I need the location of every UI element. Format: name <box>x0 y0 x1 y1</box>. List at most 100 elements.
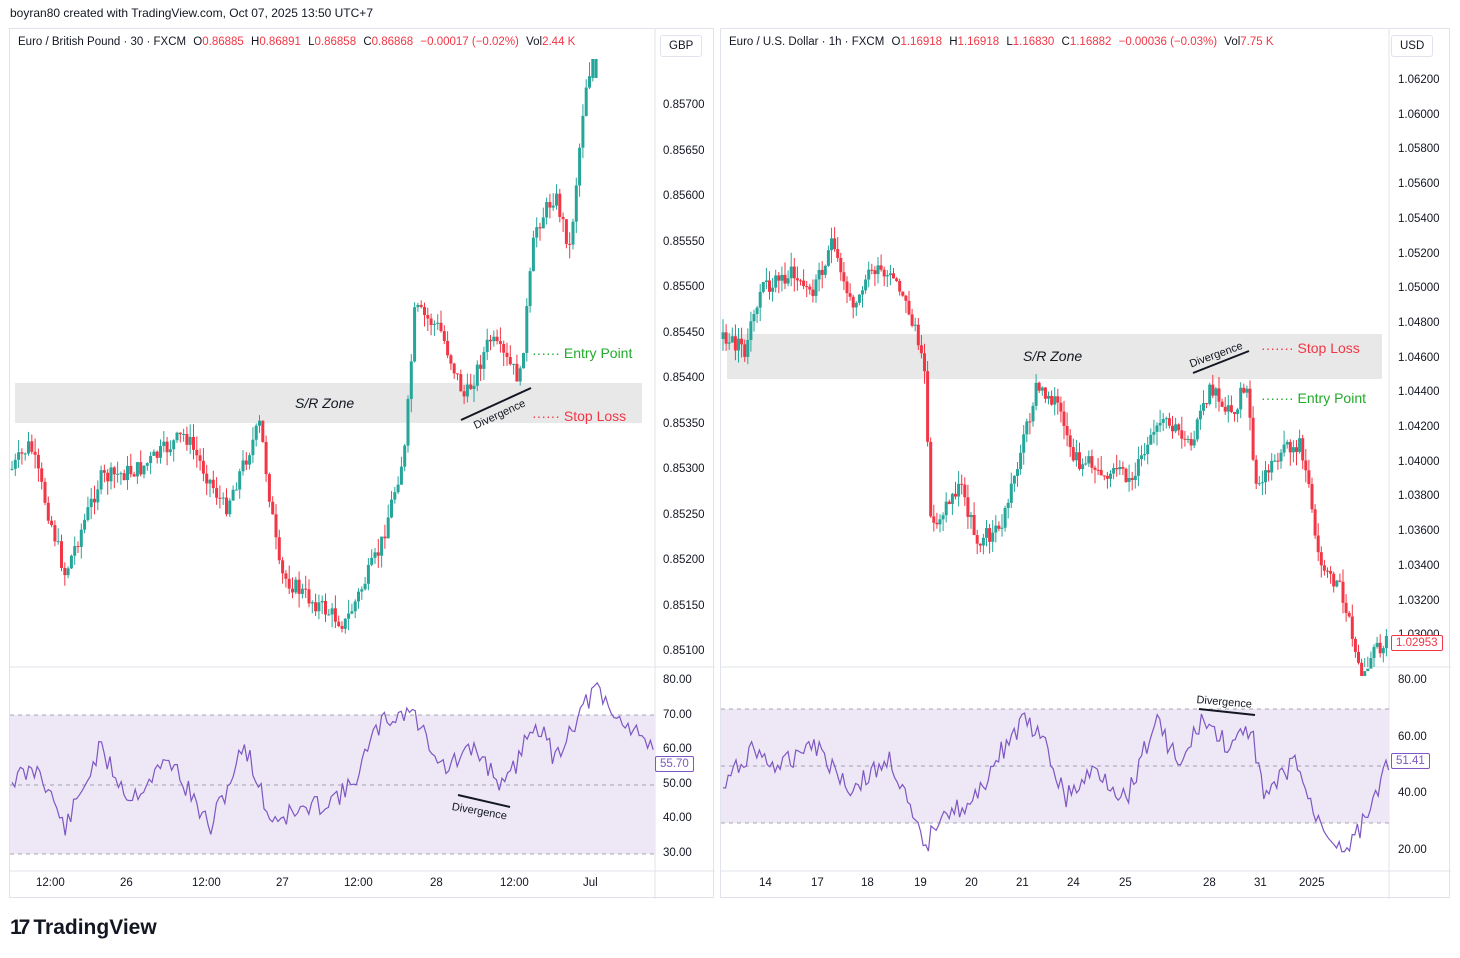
price-tick-label: 0.85300 <box>663 463 705 475</box>
currency-button[interactable]: USD <box>1391 35 1434 57</box>
candle <box>13 459 17 469</box>
candle <box>56 541 60 543</box>
candle <box>805 286 809 288</box>
candle <box>357 591 360 602</box>
candle <box>330 608 334 615</box>
candle <box>749 321 753 341</box>
candle <box>413 307 417 362</box>
candle <box>73 546 77 556</box>
sr-zone-label: S/R Zone <box>295 395 355 411</box>
candle <box>386 517 390 539</box>
candle <box>740 338 744 345</box>
candle <box>492 336 496 342</box>
eurusd-chart-panel[interactable]: Euro / U.S. Dollar · 1h · FXCM O1.16918 … <box>720 28 1451 899</box>
candle <box>898 280 902 292</box>
candle <box>380 536 384 556</box>
candle <box>1140 455 1143 460</box>
candle <box>1214 388 1218 396</box>
candle <box>462 391 466 397</box>
candle <box>848 293 852 297</box>
rsi-divergence-line <box>1198 708 1256 716</box>
candle <box>836 249 840 258</box>
candle <box>1195 419 1199 440</box>
candle <box>373 552 377 558</box>
candle <box>561 216 565 220</box>
open-value: 0.86885 <box>202 36 244 48</box>
candle <box>317 602 321 612</box>
price-tick-label: 1.06200 <box>1398 74 1440 86</box>
candle <box>254 425 258 440</box>
price-tick-label: 1.04800 <box>1398 316 1440 329</box>
candle <box>966 497 970 517</box>
candle <box>1121 467 1125 469</box>
high-value: 0.86891 <box>259 36 301 48</box>
candle <box>1326 570 1329 572</box>
candle <box>436 322 440 324</box>
currency-button[interactable]: GBP <box>660 35 703 57</box>
high-key: H <box>949 36 958 48</box>
candle <box>1084 463 1088 465</box>
high-key: H <box>251 36 260 48</box>
close-key: C <box>363 36 372 48</box>
time-tick-label: Jul <box>583 877 598 889</box>
candle <box>1319 552 1323 566</box>
price-tick-label: 1.04600 <box>1398 351 1440 364</box>
candle <box>376 552 380 556</box>
candle <box>1298 438 1302 452</box>
candle <box>994 525 998 533</box>
eurusd-chart-canvas[interactable] <box>721 29 1451 899</box>
price-tick-label: 1.05600 <box>1398 178 1440 191</box>
candle <box>60 541 63 568</box>
eurgbp-chart-canvas[interactable] <box>10 29 715 899</box>
candle <box>839 257 843 273</box>
time-tick-label: 21 <box>1016 877 1029 889</box>
candle <box>159 446 162 458</box>
tradingview-brand[interactable]: 17 TradingView <box>10 916 157 940</box>
candle <box>1028 421 1032 423</box>
candle <box>244 460 248 465</box>
candle <box>811 289 815 296</box>
candle <box>574 185 578 222</box>
price-tick-label: 1.04000 <box>1398 455 1440 468</box>
candle <box>406 399 410 446</box>
time-tick-label: 2025 <box>1299 877 1325 889</box>
candle <box>27 441 30 454</box>
price-tick-label: 1.05800 <box>1398 143 1440 156</box>
high-value: 1.16918 <box>957 36 1000 48</box>
candle <box>337 621 341 627</box>
candle <box>1037 382 1041 391</box>
candle <box>1022 434 1026 453</box>
price-tick-label: 0.85150 <box>663 599 705 612</box>
candle <box>198 455 202 461</box>
candle <box>1304 460 1308 471</box>
candle <box>950 493 954 504</box>
candle <box>1335 580 1339 587</box>
candle <box>857 294 861 303</box>
candle <box>538 227 542 229</box>
eurgbp-chart-panel[interactable]: Euro / British Pound · 30 · FXCM O0.8688… <box>9 28 715 899</box>
candle <box>799 280 802 282</box>
candle <box>314 602 318 612</box>
candle <box>997 525 1001 529</box>
candle <box>944 501 948 516</box>
volume-key: Vol <box>526 36 543 48</box>
rsi-tick-label: 80.00 <box>1398 674 1427 686</box>
candle <box>531 237 535 272</box>
candle <box>116 473 120 475</box>
candle <box>1118 467 1122 470</box>
candle <box>1050 395 1054 405</box>
candle <box>558 193 562 217</box>
candle <box>1174 424 1178 432</box>
candle <box>1146 444 1150 455</box>
candle <box>228 500 232 515</box>
candle <box>907 300 911 315</box>
candle <box>498 341 502 344</box>
price-tick-label: 1.03800 <box>1398 490 1440 503</box>
candle <box>926 371 930 442</box>
candle <box>954 493 957 497</box>
candle <box>343 618 347 629</box>
candle <box>106 472 110 482</box>
candle <box>777 275 781 281</box>
candle <box>208 479 212 484</box>
candle <box>1276 460 1280 462</box>
